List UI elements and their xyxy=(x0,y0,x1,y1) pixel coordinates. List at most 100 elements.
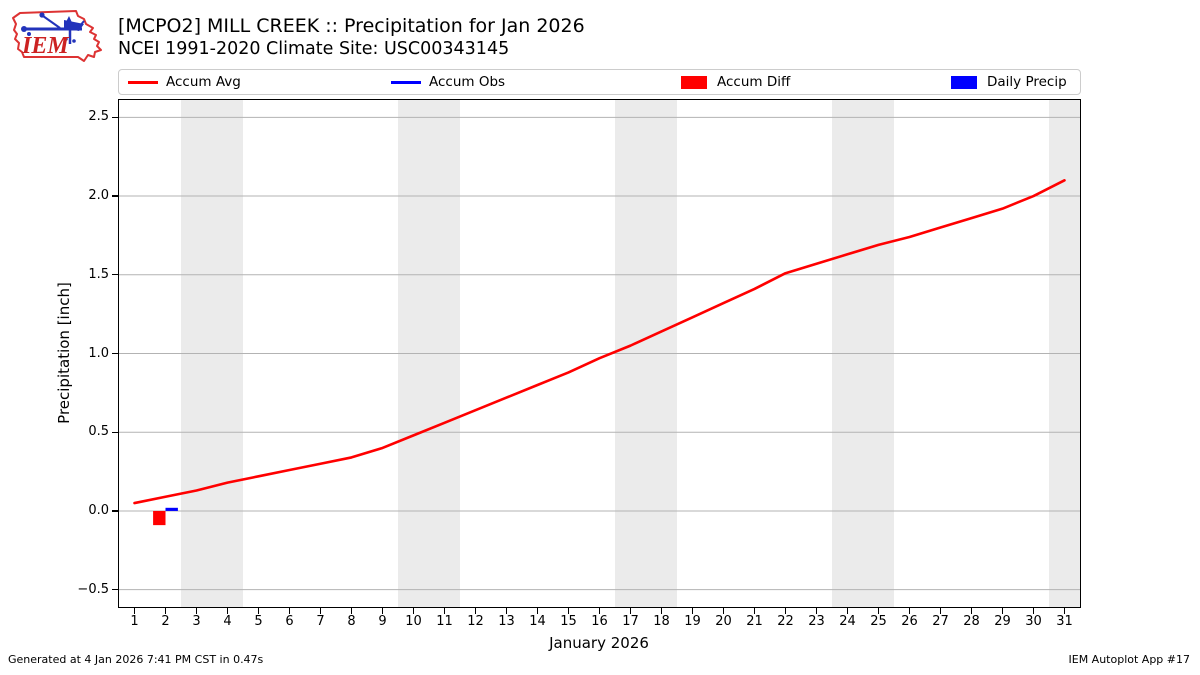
x-tick-mark xyxy=(629,608,632,614)
chart-canvas xyxy=(119,100,1080,607)
x-tick-label: 30 xyxy=(1025,614,1042,629)
x-tick-mark xyxy=(846,608,849,614)
x-tick-label: 29 xyxy=(994,614,1011,629)
legend-item-daily-precip: Daily Precip xyxy=(951,70,1067,94)
legend-label: Accum Avg xyxy=(166,74,241,90)
x-tick-mark xyxy=(939,608,942,614)
legend-item-accum-diff: Accum Diff xyxy=(681,70,790,94)
y-tick-label: 1.5 xyxy=(88,266,109,282)
x-tick-label: 8 xyxy=(347,614,356,629)
y-tick-label: 1.0 xyxy=(88,345,109,361)
legend-rect-swatch-icon xyxy=(951,75,977,89)
legend-label: Accum Obs xyxy=(429,74,506,90)
legend-label: Daily Precip xyxy=(987,74,1067,90)
x-tick-mark xyxy=(226,608,229,614)
x-tick-label: 6 xyxy=(285,614,294,629)
x-tick-label: 22 xyxy=(777,614,794,629)
x-tick-mark xyxy=(474,608,477,614)
x-tick-mark xyxy=(660,608,663,614)
x-tick-label: 25 xyxy=(870,614,887,629)
x-tick-label: 21 xyxy=(746,614,763,629)
x-tick-label: 14 xyxy=(529,614,546,629)
app-credit: IEM Autoplot App #17 xyxy=(1068,653,1191,666)
legend-rect-swatch-icon xyxy=(681,75,707,89)
x-tick-label: 5 xyxy=(254,614,263,629)
x-tick-label: 2 xyxy=(161,614,170,629)
x-tick-mark xyxy=(970,608,973,614)
x-tick-mark xyxy=(1063,608,1066,614)
x-tick-label: 16 xyxy=(591,614,608,629)
x-tick-label: 3 xyxy=(192,614,201,629)
x-tick-label: 24 xyxy=(839,614,856,629)
y-tick-mark xyxy=(112,195,119,197)
x-tick-mark xyxy=(443,608,446,614)
chart-header: [MCPO2] MILL CREEK :: Precipitation for … xyxy=(118,15,585,60)
x-tick-mark xyxy=(877,608,880,614)
x-tick-label: 15 xyxy=(560,614,577,629)
legend: Accum Avg Accum Obs Accum Diff Daily Precip xyxy=(118,69,1081,95)
bar-daily-precip xyxy=(165,507,178,511)
line-accum-avg xyxy=(133,179,1066,505)
x-tick-mark xyxy=(536,608,539,614)
legend-line-swatch-icon xyxy=(391,80,421,84)
x-tick-label: 31 xyxy=(1056,614,1073,629)
generated-timestamp: Generated at 4 Jan 2026 7:41 PM CST in 0… xyxy=(8,653,264,666)
iem-logo-text: IEM xyxy=(21,33,70,59)
iem-logo-icon: IEM xyxy=(12,10,102,62)
y-tick-mark xyxy=(112,510,119,512)
y-tick-label: −0.5 xyxy=(77,581,109,597)
x-tick-mark xyxy=(164,608,167,614)
legend-item-accum-obs: Accum Obs xyxy=(391,70,505,94)
bar-accum-diff xyxy=(153,510,166,526)
x-tick-label: 9 xyxy=(378,614,387,629)
x-tick-label: 4 xyxy=(223,614,232,629)
x-tick-label: 27 xyxy=(932,614,949,629)
x-tick-label: 17 xyxy=(622,614,639,629)
legend-item-accum-avg: Accum Avg xyxy=(128,70,241,94)
x-tick-label: 13 xyxy=(498,614,515,629)
x-tick-mark xyxy=(319,608,322,614)
y-tick-label: 0.0 xyxy=(88,502,109,518)
x-tick-mark xyxy=(784,608,787,614)
x-tick-label: 12 xyxy=(467,614,484,629)
x-tick-mark xyxy=(288,608,291,614)
y-tick-label: 0.5 xyxy=(88,424,109,440)
x-tick-mark xyxy=(381,608,384,614)
legend-line-swatch-icon xyxy=(128,80,158,84)
legend-label: Accum Diff xyxy=(717,74,791,90)
x-tick-label: 28 xyxy=(963,614,980,629)
y-tick-mark xyxy=(112,431,119,433)
x-tick-label: 20 xyxy=(715,614,732,629)
x-tick-mark xyxy=(567,608,570,614)
y-tick-mark xyxy=(112,116,119,118)
y-tick-label: 2.0 xyxy=(88,188,109,204)
x-tick-label: 1 xyxy=(130,614,139,629)
x-tick-mark xyxy=(412,608,415,614)
x-tick-mark xyxy=(908,608,911,614)
x-tick-mark xyxy=(753,608,756,614)
chart-title: [MCPO2] MILL CREEK :: Precipitation for … xyxy=(118,15,585,37)
x-tick-label: 10 xyxy=(405,614,422,629)
x-tick-mark xyxy=(722,608,725,614)
x-axis-label: January 2026 xyxy=(549,634,649,652)
y-tick-mark xyxy=(112,589,119,591)
y-tick-label: 2.5 xyxy=(88,109,109,125)
y-tick-mark xyxy=(112,352,119,355)
x-tick-mark xyxy=(505,608,508,614)
x-tick-mark xyxy=(350,608,353,614)
x-tick-label: 18 xyxy=(653,614,670,629)
x-tick-mark xyxy=(691,608,694,614)
x-tick-mark xyxy=(1032,608,1035,614)
x-tick-mark xyxy=(257,608,260,614)
plot-area xyxy=(118,99,1081,608)
x-tick-label: 26 xyxy=(901,614,918,629)
x-tick-mark xyxy=(1001,608,1004,614)
x-tick-label: 11 xyxy=(436,614,453,629)
x-tick-mark xyxy=(133,608,136,614)
weather-vane-icon xyxy=(21,12,85,44)
x-tick-label: 23 xyxy=(808,614,825,629)
chart-subtitle: NCEI 1991-2020 Climate Site: USC00343145 xyxy=(118,39,510,59)
x-tick-label: 7 xyxy=(316,614,325,629)
x-tick-mark xyxy=(815,608,818,614)
